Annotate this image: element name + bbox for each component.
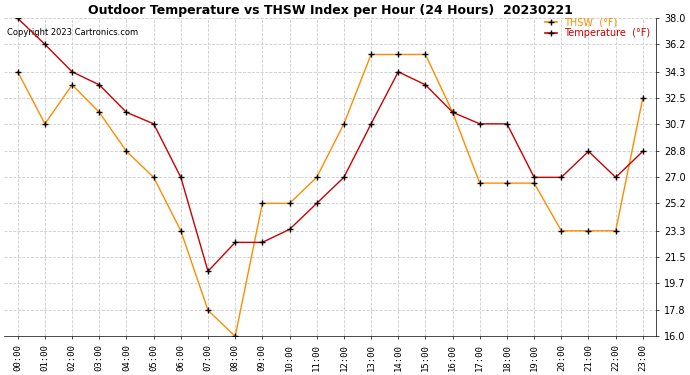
Legend: THSW  (°F), Temperature  (°F): THSW (°F), Temperature (°F) [544,17,651,39]
Text: Copyright 2023 Cartronics.com: Copyright 2023 Cartronics.com [8,28,139,37]
Title: Outdoor Temperature vs THSW Index per Hour (24 Hours)  20230221: Outdoor Temperature vs THSW Index per Ho… [88,4,573,17]
